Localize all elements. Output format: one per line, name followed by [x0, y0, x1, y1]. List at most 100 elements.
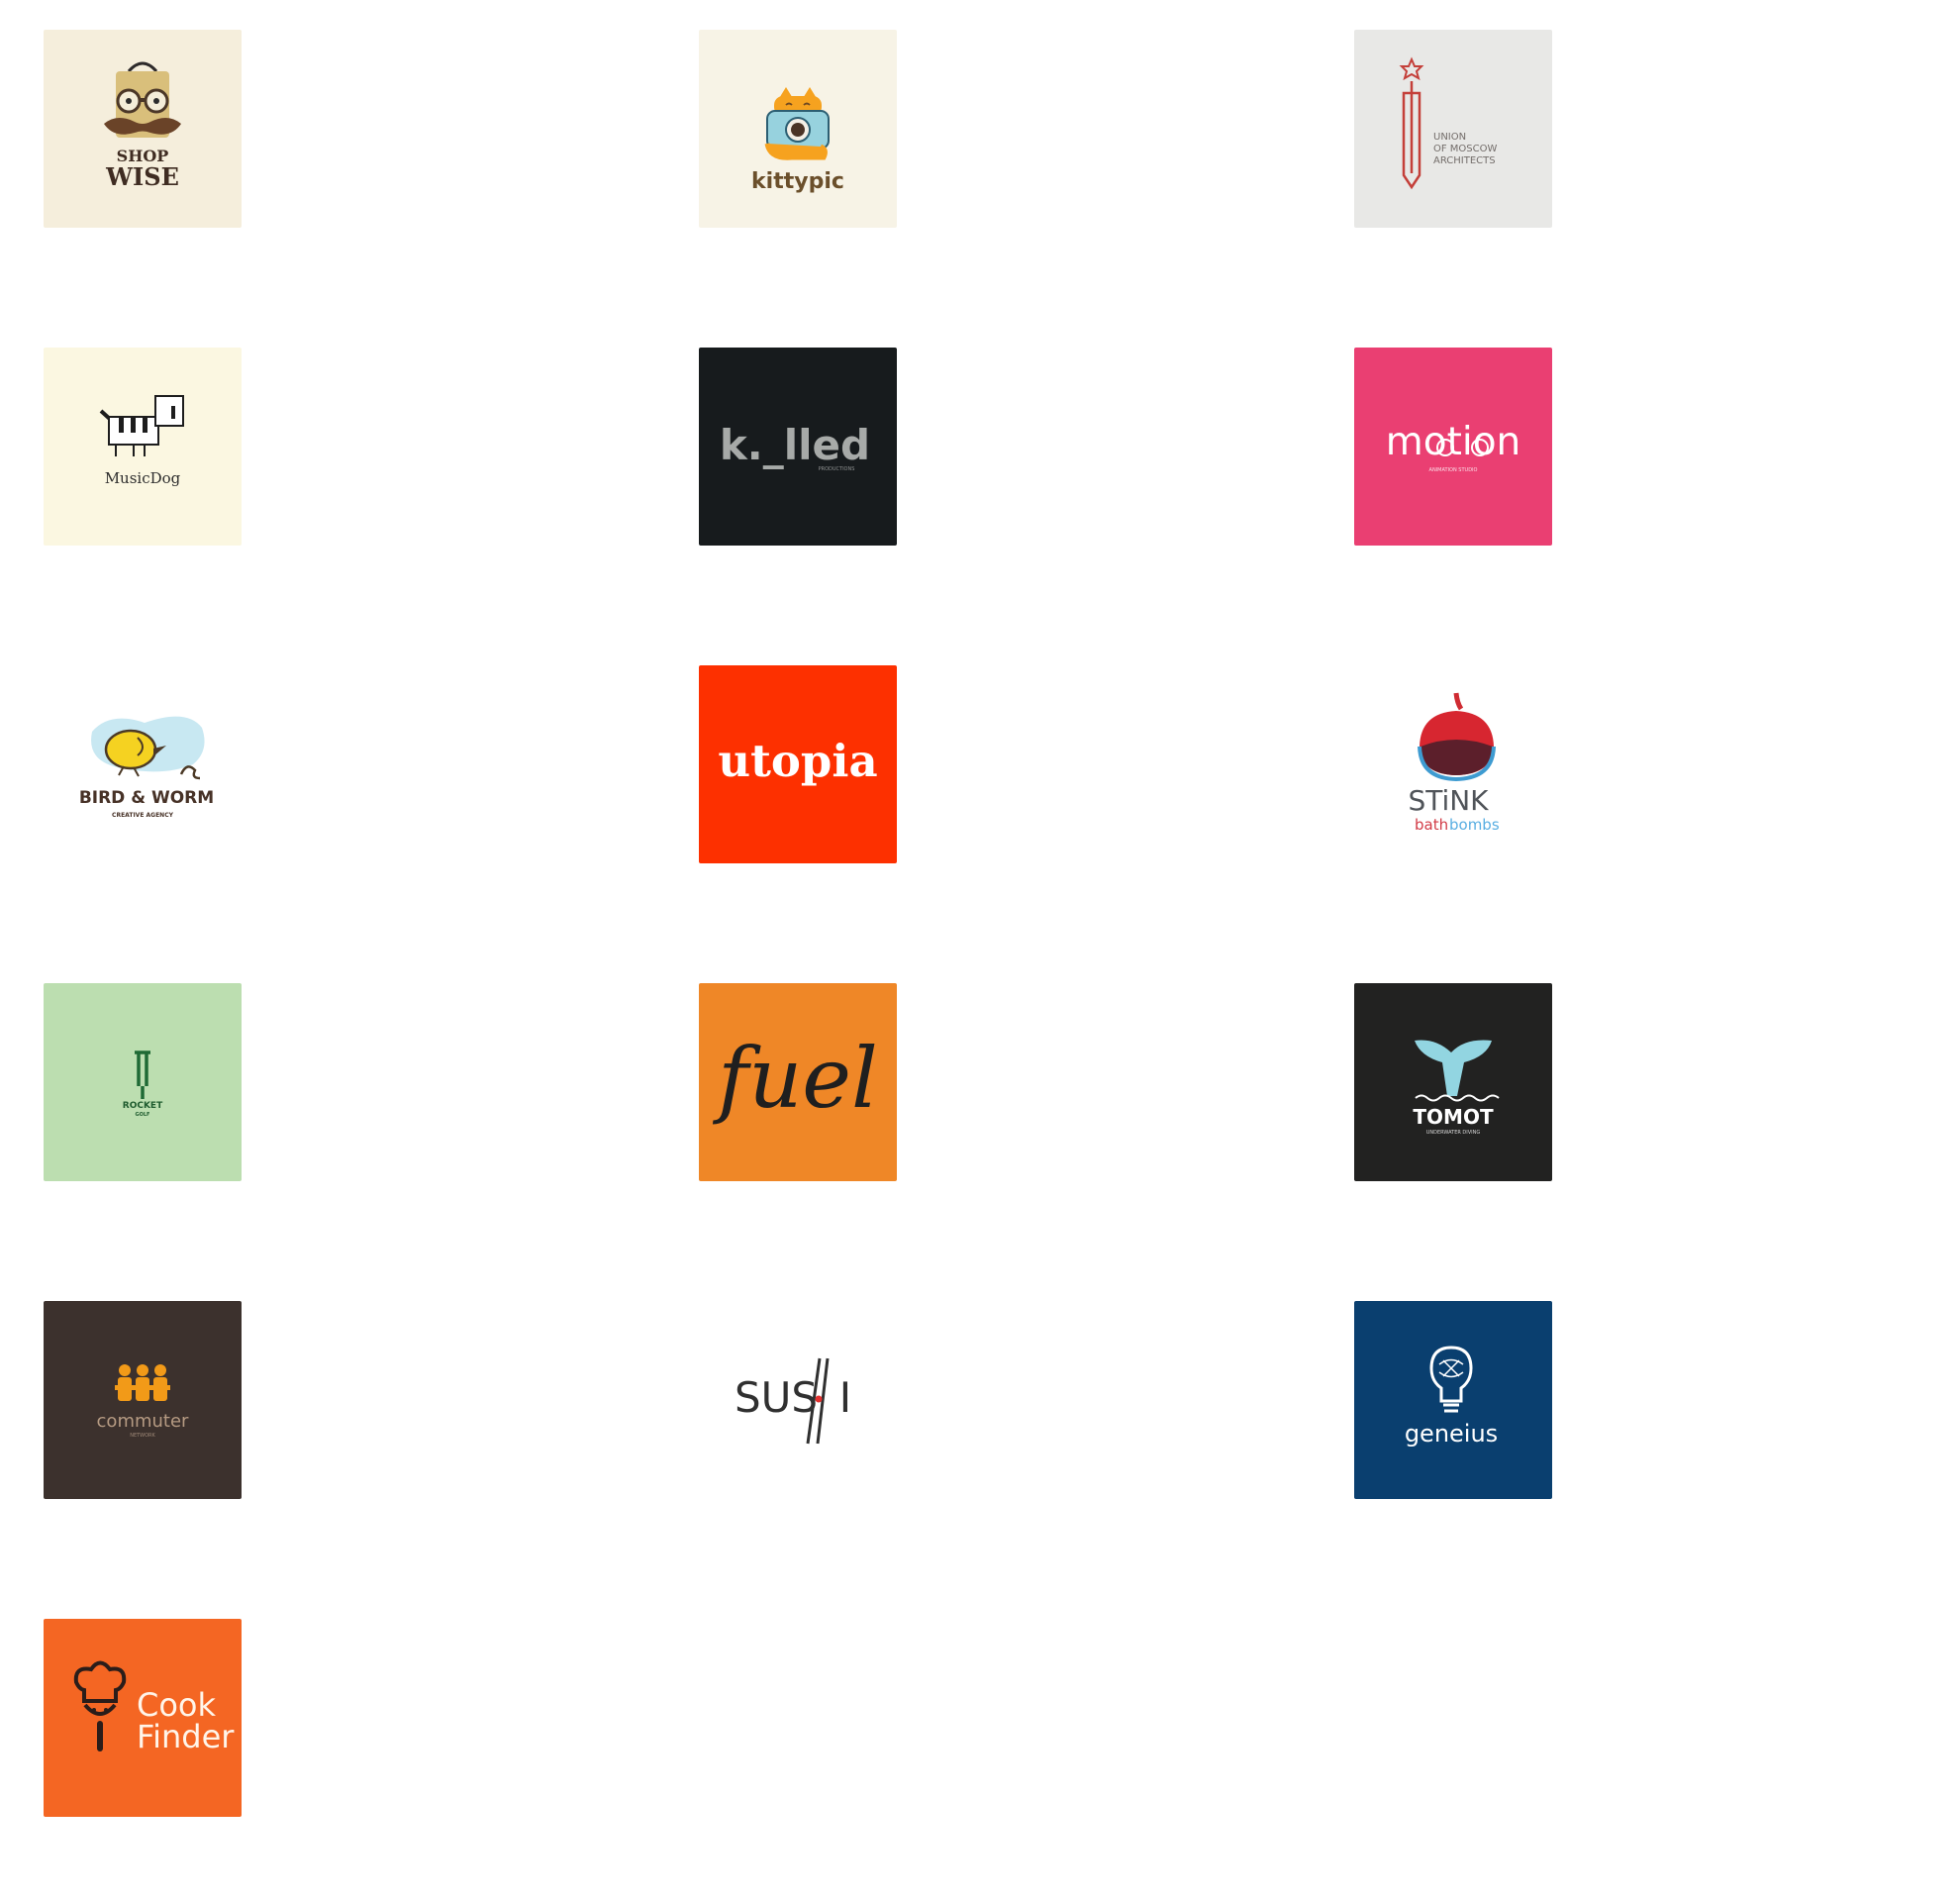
tile-background [699, 348, 897, 546]
glasses-bridge-icon [140, 98, 146, 102]
bird-worm-wordmark: BIRD & WORM [79, 788, 214, 808]
bomb-fuse-icon [1453, 692, 1464, 711]
tomot-wordmark: TOMOT [1413, 1105, 1494, 1129]
bulb-base-icon [1443, 1403, 1459, 1413]
motion-subtitle: ANIMATION STUDIO [1429, 467, 1478, 473]
bird-body-icon [104, 729, 157, 770]
tomot-subtitle: UNDERWATER DIVING [1426, 1130, 1481, 1136]
geneius-wordmark: geneius [1405, 1420, 1498, 1448]
logo-tile-killed[interactable]: k._lled PRODUCTIONS [699, 348, 897, 546]
film-reel-right-icon [1471, 439, 1489, 456]
sushi-dot-icon [815, 1395, 823, 1403]
union-line-3: ARCHITECTS [1433, 155, 1496, 166]
tomot-logo: TOMOT UNDERWATER DIVING [1354, 983, 1552, 1181]
sushi-logo: SUS I [699, 1301, 897, 1499]
tile-background [1354, 30, 1552, 228]
rocket-golf-icon [135, 1051, 150, 1099]
utopia-wordmark: utopia [718, 735, 877, 787]
logo-tile-stink-bath-bombs[interactable]: STiNK bath bombs [1354, 665, 1552, 863]
tile-background [44, 1619, 242, 1817]
fuel-wordmark: fuel [712, 1030, 878, 1127]
fuel-logo: fuel [699, 983, 897, 1181]
cat-eye-left-icon [785, 102, 793, 106]
logo-tile-utopia[interactable]: utopia [699, 665, 897, 863]
piano-key-3 [143, 417, 147, 433]
logo-tile-shop-wise[interactable]: SHOP WISE [44, 30, 242, 228]
commuter-logo: commuter NETWORK [44, 1301, 242, 1499]
bird-worm-logo: BIRD & WORM CREATIVE AGENCY [44, 665, 242, 863]
tile-background [44, 983, 242, 1181]
commuter-subtitle: NETWORK [130, 1433, 155, 1439]
tile-background [699, 665, 897, 863]
tile-background [44, 348, 242, 546]
killed-logo: k._lled PRODUCTIONS [699, 348, 897, 546]
utopia-logo: utopia [699, 665, 897, 863]
bird-beak-icon [153, 746, 166, 756]
logo-tile-musicdog[interactable]: MusicDog [44, 348, 242, 546]
rocket-golf-wordmark: ROCKET [123, 1101, 163, 1111]
eye-left-icon [126, 98, 132, 104]
rocket-golf-logo: ROCKET GOLF [44, 983, 242, 1181]
commuter-wordmark: commuter [97, 1411, 190, 1432]
dog-legs-icon [115, 445, 146, 456]
killed-subtitle: PRODUCTIONS [819, 466, 855, 472]
bomb-water-ring-icon [1418, 746, 1496, 782]
bird-legs-icon [118, 765, 140, 777]
logo-tile-motion[interactable]: motion ANIMATION STUDIO [1354, 348, 1552, 546]
whale-tail-icon [1415, 1040, 1492, 1096]
bird-worm-subtitle: CREATIVE AGENCY [112, 812, 174, 819]
shop-wise-line-1: SHOP [117, 147, 169, 165]
chef-hat-icon [73, 1660, 127, 1703]
logo-tile-geneius[interactable]: geneius [1354, 1301, 1552, 1499]
chef-eye-left-icon [92, 1708, 96, 1712]
musicdog-wordmark: MusicDog [105, 469, 181, 487]
logo-tile-tomot[interactable]: TOMOT UNDERWATER DIVING [1354, 983, 1552, 1181]
tile-background [699, 1301, 897, 1499]
cook-finder-line-2: Finder [137, 1718, 235, 1755]
union-line-1: UNION [1433, 132, 1466, 143]
shop-wise-logo: SHOP WISE [44, 30, 242, 228]
bag-handle-icon [127, 61, 158, 73]
logo-tile-commuter-network[interactable]: commuter NETWORK [44, 1301, 242, 1499]
piano-key-1 [119, 417, 124, 433]
cook-finder-logo: Cook Finder [44, 1619, 242, 1817]
wave-icon [1415, 1094, 1500, 1102]
shop-wise-line-2: WISE [105, 162, 179, 191]
pencil-icon [1402, 81, 1421, 190]
cat-body-icon [764, 143, 828, 160]
stink-subtitle-bombs: bombs [1449, 816, 1500, 834]
dog-eye-icon [171, 406, 175, 419]
logo-tile-kittypic[interactable]: kittypic [699, 30, 897, 228]
cook-finder-line-1: Cook [137, 1686, 217, 1724]
chef-face-icon [83, 1703, 117, 1716]
logo-tile-sushi[interactable]: SUS I [699, 1301, 897, 1499]
logo-tile-cook-finder[interactable]: Cook Finder [44, 1619, 242, 1817]
logo-tile-union-of-moscow-architects[interactable]: UNION OF MOSCOW ARCHITECTS [1354, 30, 1552, 228]
dog-head-icon [154, 395, 184, 427]
geneius-logo: geneius [1354, 1301, 1552, 1499]
eye-right-icon [153, 98, 159, 104]
stink-logo: STiNK bath bombs [1354, 665, 1552, 863]
logo-tile-fuel[interactable]: fuel [699, 983, 897, 1181]
piano-key-2 [131, 417, 136, 433]
stink-wordmark: STiNK [1408, 784, 1489, 817]
union-moscow-logo: UNION OF MOSCOW ARCHITECTS [1354, 30, 1552, 228]
stink-subtitle-bath: bath [1415, 816, 1448, 834]
worm-icon [179, 765, 201, 780]
magnifier-handle-icon [97, 1721, 103, 1751]
kittypic-logo: kittypic [699, 30, 897, 228]
dna-strand-icon [1438, 1358, 1464, 1378]
cat-eye-right-icon [803, 102, 811, 106]
camera-lens-icon [791, 123, 805, 137]
rocket-golf-subtitle: GOLF [136, 1112, 150, 1118]
mustache-icon [104, 117, 181, 135]
light-bulb-icon [1429, 1346, 1473, 1403]
star-icon [1399, 56, 1424, 81]
union-line-2: OF MOSCOW [1433, 144, 1498, 154]
bird-wing-icon [137, 737, 144, 756]
commuters-icon [115, 1364, 170, 1401]
logo-tile-bird-and-worm[interactable]: BIRD & WORM CREATIVE AGENCY [44, 665, 242, 863]
logo-tile-rocket-golf[interactable]: ROCKET GOLF [44, 983, 242, 1181]
musicdog-logo: MusicDog [44, 348, 242, 546]
